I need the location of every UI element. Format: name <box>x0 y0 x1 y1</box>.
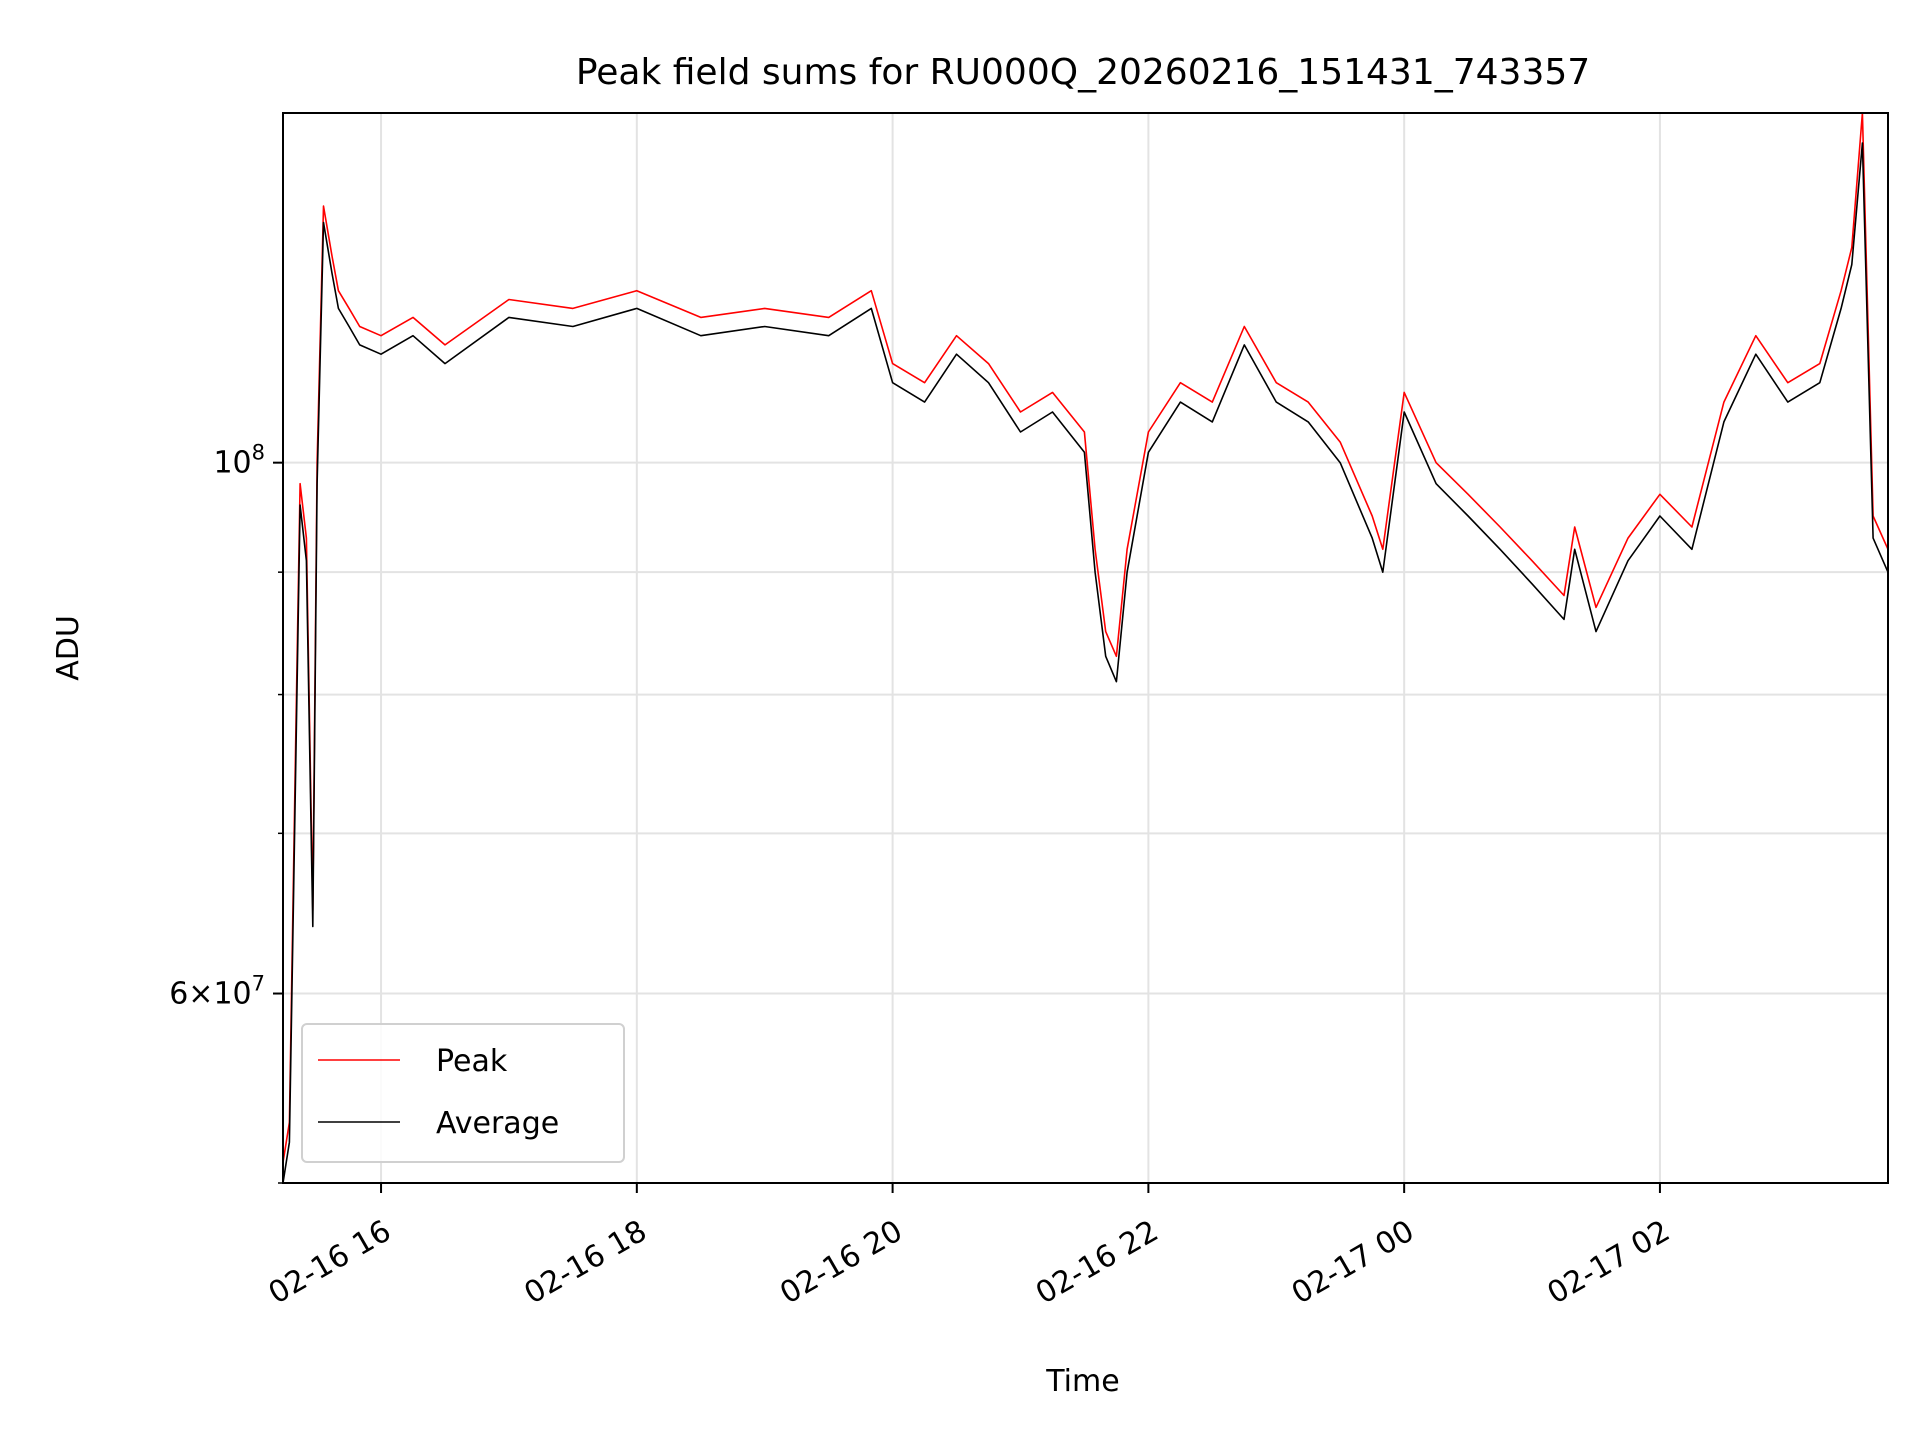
x-axis-label: Time <box>1045 1364 1119 1399</box>
y-tick-label: 6×107 <box>169 972 265 1012</box>
y-tick-label: 108 <box>213 441 265 481</box>
legend-label-peak: Peak <box>436 1044 508 1079</box>
legend: Peak Average <box>301 1023 625 1163</box>
y-axis-label: ADU <box>51 615 86 681</box>
series-line-average <box>283 142 1888 1183</box>
y-axis: 108 6×107 <box>169 441 283 1184</box>
plot-frame <box>282 112 1889 1184</box>
legend-label-average: Average <box>436 1106 559 1141</box>
chart-title: Peak field sums for RU000Q_20260216_1514… <box>576 52 1590 93</box>
plot-lines <box>283 113 1888 1183</box>
series-line-peak <box>283 113 1888 1163</box>
legend-box <box>301 1023 625 1163</box>
